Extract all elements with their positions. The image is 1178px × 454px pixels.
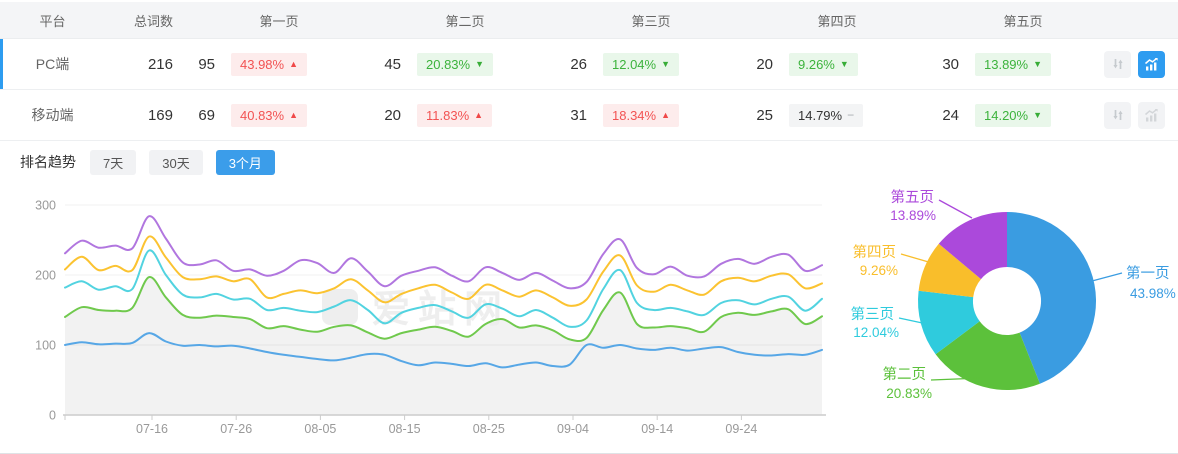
tab-3-months[interactable]: 3个月 [215, 149, 275, 175]
page2-count: 45 [384, 55, 401, 73]
y-axis-tick-label: 300 [35, 199, 56, 213]
trend-chart-icon [1145, 108, 1158, 121]
donut-pct-第二页: 20.83% [886, 386, 932, 401]
x-axis-tick-label: 07-26 [220, 422, 252, 436]
x-axis-tick-label: 07-16 [136, 422, 168, 436]
trend-title: 排名趋势 [20, 154, 76, 170]
x-axis-tick-label: 09-04 [557, 422, 589, 436]
donut-slice-第三页[interactable] [917, 290, 980, 355]
y-axis-tick-label: 100 [35, 339, 56, 353]
donut-slice-第一页[interactable] [1007, 212, 1097, 384]
x-axis-tick-label: 09-24 [725, 422, 757, 436]
up-triangle-icon: ▲ [289, 59, 299, 69]
x-axis-tick-label: 08-15 [389, 422, 421, 436]
page2-change-badge: 20.83% ▼ [417, 52, 494, 76]
table-header-row: 平台 总词数 第一页 第二页 第三页 第四页 第五页 [0, 2, 1178, 39]
donut-label-第五页: 第五页 [891, 188, 935, 206]
down-triangle-icon: ▼ [475, 59, 485, 69]
total-count: 216 [147, 55, 173, 73]
page4-change-badge: 14.79% − [789, 103, 864, 127]
donut-pct-第一页: 43.98% [1130, 286, 1176, 301]
donut-label-第四页: 第四页 [853, 243, 897, 261]
x-axis-tick-label: 08-25 [473, 422, 505, 436]
total-count: 169 [147, 106, 173, 124]
page3-change-badge: 18.34% ▲ [603, 103, 680, 127]
donut-slice-第二页[interactable] [935, 321, 1040, 391]
page5-change-badge: 13.89% ▼ [975, 52, 1052, 76]
page1-count: 95 [198, 55, 215, 73]
trend-section-header: 排名趋势 7天 30天 3个月 [0, 141, 1178, 183]
donut-slice-第四页[interactable] [918, 243, 981, 298]
donut-label-第一页: 第一页 [1126, 264, 1170, 282]
header-page1: 第一页 [259, 13, 299, 29]
page1-count: 69 [198, 106, 215, 124]
page4-count: 25 [756, 106, 773, 124]
tab-7-days[interactable]: 7天 [90, 149, 137, 175]
trend-chart-button-active[interactable] [1138, 50, 1165, 78]
trend-line-第四页 [64, 235, 823, 307]
x-axis-tick-label: 09-14 [641, 422, 673, 436]
x-axis-tick-label: 08-05 [304, 422, 336, 436]
header-page2: 第二页 [445, 13, 485, 29]
down-triangle-icon: ▼ [1033, 59, 1043, 69]
platform-cell: 移动端 [31, 107, 74, 123]
trend-line-第三页 [64, 249, 823, 328]
flat-dash-icon: − [847, 108, 855, 122]
platform-cell: PC端 [35, 56, 70, 72]
header-platform: 平台 [39, 13, 66, 29]
sort-arrows-icon [1112, 59, 1123, 69]
sort-compare-button[interactable] [1104, 101, 1131, 129]
table-row-mobile[interactable]: 移动端 169 69 40.83% ▲ 20 11.83% ▲ 31 18.34% ▲… [0, 90, 1178, 141]
header-page5: 第五页 [1003, 13, 1043, 29]
svg-text:爱站网: 爱站网 [372, 289, 510, 331]
page5-change-badge: 14.20% ▼ [975, 103, 1052, 127]
trend-chart-button[interactable] [1138, 101, 1165, 129]
trend-line-chart: 爱站网 07-16 07-26 08-05 08-15 08-25 09-04 09-14 09… [35, 199, 826, 436]
page5-count: 24 [942, 106, 959, 124]
trend-area-fill [65, 276, 822, 415]
donut-pct-第三页: 12.04% [853, 325, 899, 340]
donut-label-第三页: 第三页 [851, 305, 895, 323]
sort-arrows-icon [1112, 110, 1123, 120]
aizhan-watermark: 爱站网 [322, 289, 510, 331]
up-triangle-icon: ▲ [661, 110, 671, 120]
table-row-pc[interactable]: PC端 216 95 43.98% ▲ 45 20.83% ▼ 26 12.04% ▼… [0, 39, 1178, 90]
rank-table: 平台 总词数 第一页 第二页 第三页 第四页 第五页 PC端 216 95 43… [0, 0, 1178, 141]
page3-count: 26 [570, 55, 587, 73]
page-distribution-donut-chart: 第一页 43.98% 第二页 20.83% 第三页 12.04% 第四页 9.26% 第五页 13… [851, 188, 1176, 401]
y-axis-tick-label: 200 [35, 269, 56, 283]
down-triangle-icon: ▼ [661, 59, 671, 69]
tab-30-days[interactable]: 30天 [149, 149, 203, 175]
page3-change-badge: 12.04% ▼ [603, 52, 680, 76]
page3-count: 31 [570, 106, 587, 124]
page1-change-badge: 40.83% ▲ [231, 103, 308, 127]
page2-count: 20 [384, 106, 401, 124]
y-axis-tick-label: 0 [49, 409, 56, 423]
header-page4: 第四页 [817, 13, 857, 29]
page4-change-badge: 9.26% ▼ [789, 52, 858, 76]
page5-count: 30 [942, 55, 959, 73]
up-triangle-icon: ▲ [474, 110, 484, 120]
donut-label-第二页: 第二页 [883, 365, 927, 383]
sort-compare-button[interactable] [1104, 50, 1131, 78]
down-triangle-icon: ▼ [839, 59, 849, 69]
down-triangle-icon: ▼ [1033, 110, 1043, 120]
page2-change-badge: 11.83% ▲ [417, 103, 493, 127]
donut-slice-第五页[interactable] [938, 212, 1007, 280]
header-total-words: 总词数 [133, 13, 173, 29]
up-triangle-icon: ▲ [289, 110, 299, 120]
trend-line-第二页 [64, 276, 823, 343]
donut-pct-第五页: 13.89% [890, 208, 936, 223]
trend-line-第一页 [64, 332, 823, 369]
trend-line-第五页 [64, 215, 823, 290]
trend-chart-icon [1145, 57, 1158, 70]
header-page3: 第三页 [631, 13, 671, 29]
page1-change-badge: 43.98% ▲ [231, 52, 308, 76]
page4-count: 20 [756, 55, 773, 73]
donut-pct-第四页: 9.26% [860, 263, 898, 278]
